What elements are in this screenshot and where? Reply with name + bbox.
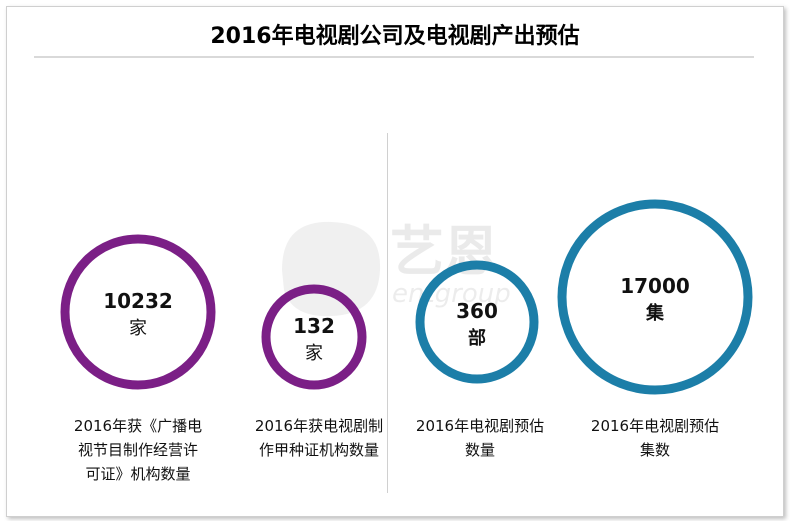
bubble-unit: 集 xyxy=(645,302,665,324)
section-divider xyxy=(387,133,388,493)
bubble-label-line: 2016年电视剧预估 xyxy=(415,417,545,435)
watermark-sub: entgroup xyxy=(392,279,511,309)
bubble-label-line: 2016年电视剧预估 xyxy=(590,417,720,435)
bubble-value: 10232 xyxy=(103,289,173,313)
bubble-label-line: 数量 xyxy=(464,441,495,459)
bubble-label-line: 2016年获《广播电 xyxy=(73,417,203,435)
bubble-label-line: 作甲种证机构数量 xyxy=(258,441,379,459)
bubble-label-line: 可证》机构数量 xyxy=(85,465,191,483)
bubble-label-line: 视节目制作经营许 xyxy=(77,441,198,459)
bubble-label: 2016年获电视剧制 作甲种证机构数量 xyxy=(224,414,414,462)
bubble-value: 17000 xyxy=(620,274,690,298)
bubble-ring xyxy=(415,260,539,384)
bubble-label: 2016年获《广播电 视节目制作经营许 可证》机构数量 xyxy=(38,414,238,486)
bubble-label-line: 集数 xyxy=(639,441,670,459)
bubble-unit: 部 xyxy=(468,327,486,349)
watermark: 艺恩 entgroup xyxy=(262,210,562,324)
bubble-unit: 家 xyxy=(129,318,147,339)
title-underline xyxy=(34,56,754,58)
bubble-ring xyxy=(261,284,367,390)
bubble-value: 132 xyxy=(293,314,335,338)
bubble-unit: 家 xyxy=(305,343,323,364)
chart-frame xyxy=(6,6,784,517)
bubble-label: 2016年电视剧预估 集数 xyxy=(560,414,750,462)
bubble-label: 2016年电视剧预估 数量 xyxy=(390,414,570,462)
bubble-label-line: 2016年获电视剧制 xyxy=(254,417,384,435)
bubble-value: 360 xyxy=(456,299,498,323)
chart-title: 2016年电视剧公司及电视剧产出预估 xyxy=(210,24,580,49)
bubble-ring xyxy=(60,234,216,390)
bubble-ring xyxy=(557,199,753,395)
